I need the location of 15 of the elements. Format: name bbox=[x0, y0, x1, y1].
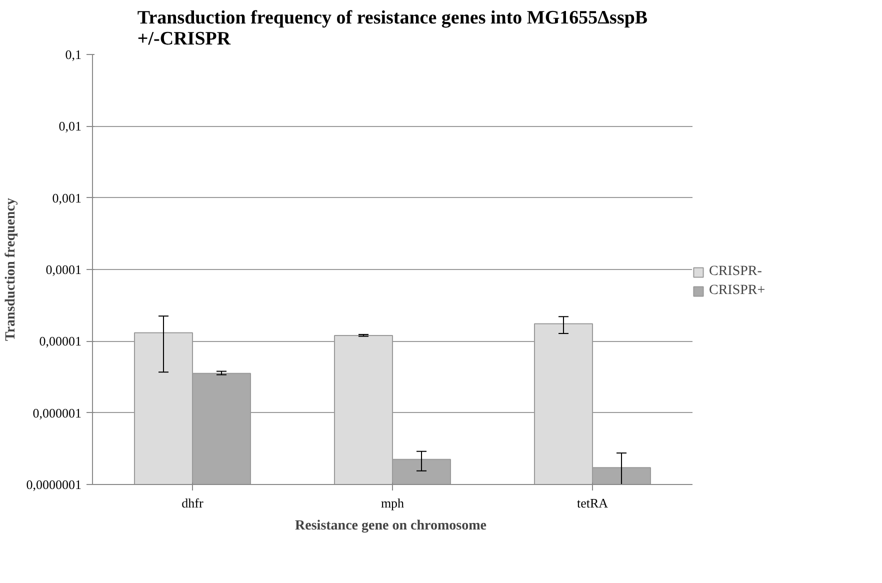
y-tick-label: 0,001 bbox=[52, 190, 82, 206]
y-tick-label: 0,01 bbox=[58, 118, 82, 134]
chart-title: Transduction frequency of resistance genes into MG1655ΔsspB +/-CRISPR bbox=[137, 8, 648, 50]
y-axis-title: Transduction frequency bbox=[3, 198, 18, 341]
y-tick-label: 0,0001 bbox=[46, 262, 82, 277]
x-tick-label: mph bbox=[380, 496, 405, 510]
y-tick-label: 0,00001 bbox=[39, 334, 82, 349]
y-tick-label: 0,000001 bbox=[32, 405, 82, 420]
x-axis-title: Resistance gene on chromosome bbox=[295, 518, 486, 534]
x-tick-label: tetRA bbox=[576, 496, 609, 510]
legend-label: CRISPR+ bbox=[709, 283, 766, 299]
legend-label: CRISPR- bbox=[709, 264, 762, 280]
y-tick-label: 0,1 bbox=[65, 47, 82, 62]
x-tick-label: dhfr bbox=[182, 496, 204, 510]
y-tick-label: 0,0000001 bbox=[26, 477, 82, 492]
